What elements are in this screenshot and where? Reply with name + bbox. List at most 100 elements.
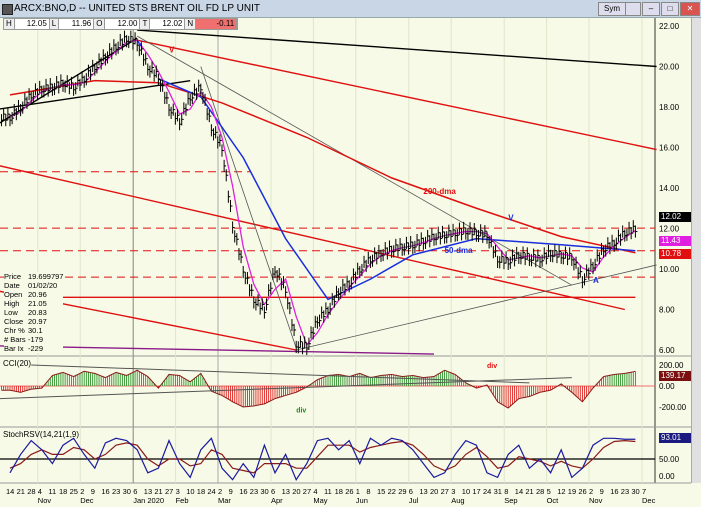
info-value: -179: [28, 335, 44, 344]
trendline: [137, 29, 657, 68]
last-key: T: [140, 19, 151, 29]
info-value: 19.699797: [28, 272, 64, 281]
cursor-info-box: Price 19.699797 Date 01/02/20 Open 20.96 High 2…: [4, 272, 64, 353]
x-tick-label: 2: [80, 487, 84, 496]
x-month-label: Feb: [176, 496, 189, 505]
annotation: V: [137, 39, 143, 48]
info-value: 21.05: [28, 299, 47, 308]
x-tick-label: 21: [154, 487, 162, 496]
info-key: Close: [4, 317, 24, 326]
price-tick-label: 8.00: [659, 306, 675, 315]
cci-last-badge: 139.17: [659, 371, 692, 381]
x-month-label: Nov: [589, 496, 603, 505]
annotation: 50-dma: [445, 246, 474, 255]
info-key: Chr %: [4, 326, 25, 335]
x-tick-label: 19: [568, 487, 576, 496]
x-tick-label: 8: [366, 487, 370, 496]
x-tick-label: 31: [494, 487, 502, 496]
low-key: L: [50, 19, 60, 29]
maximize-button[interactable]: □: [661, 2, 679, 16]
x-tick-label: 14: [515, 487, 523, 496]
x-tick-label: 21: [525, 487, 533, 496]
x-tick-label: 11: [324, 487, 332, 496]
cci-annotation: div: [487, 363, 497, 370]
x-tick-label: 23: [112, 487, 120, 496]
net-key: N: [185, 19, 197, 29]
dma50-line: [158, 77, 636, 301]
net-change-value: -0.11: [196, 19, 238, 29]
x-month-label: Dec: [80, 496, 94, 505]
x-tick-label: 14: [6, 487, 14, 496]
info-key: Low: [4, 308, 18, 317]
info-key: # Bars: [4, 335, 26, 344]
x-month-label: Sep: [504, 496, 517, 505]
annotation: V: [169, 45, 175, 54]
cci-annotation: div: [296, 407, 306, 414]
x-tick-label: 23: [621, 487, 629, 496]
x-month-label: May: [313, 496, 327, 505]
x-tick-label: 26: [578, 487, 586, 496]
x-tick-label: 10: [462, 487, 470, 496]
info-row: High 21.05: [4, 299, 63, 308]
x-tick-label: 20: [430, 487, 438, 496]
x-tick-label: 28: [27, 487, 35, 496]
price-tick-label: 18.00: [659, 103, 680, 112]
info-key: Date: [4, 281, 20, 290]
cci-tick-label: -200.00: [659, 403, 687, 412]
title-bar: ARCX:BNO,D -- UNITED STS BRENT OIL FD LP…: [0, 0, 701, 18]
link-button[interactable]: [625, 2, 641, 16]
x-tick-label: 4: [313, 487, 317, 496]
cci-title: CCI(20): [3, 359, 31, 368]
stoch-last-badge: 93.01: [659, 433, 692, 443]
info-value: 20.83: [28, 308, 47, 317]
x-tick-label: 7: [642, 487, 646, 496]
price-tick-label: 10.00: [659, 265, 680, 274]
x-tick-label: 9: [229, 487, 233, 496]
info-row: Date 01/02/20: [4, 281, 63, 290]
info-key: Price: [4, 272, 22, 281]
x-tick-label: 9: [91, 487, 95, 496]
price-tick-label: 14.00: [659, 184, 680, 193]
x-tick-label: 3: [176, 487, 180, 496]
cci-tick-label: 0.00: [659, 382, 675, 391]
info-row: Price 19.699797: [4, 272, 63, 281]
last-value-badge: 11.43: [659, 236, 692, 246]
window-title: ARCX:BNO,D -- UNITED STS BRENT OIL FD LP…: [14, 3, 260, 14]
vertical-scrollbar[interactable]: [691, 18, 701, 483]
minimize-button[interactable]: –: [642, 2, 660, 16]
x-tick-label: 16: [610, 487, 618, 496]
low-value: 11.96: [59, 19, 95, 29]
info-row: Open 20.96: [4, 290, 63, 299]
open-value: 12.00: [105, 19, 141, 29]
open-key: O: [94, 19, 106, 29]
price-tick-label: 6.00: [659, 346, 675, 355]
trendline: [200, 66, 297, 349]
stoch-slow-line: [9, 439, 636, 474]
info-key: Open: [4, 290, 23, 299]
trendline: [0, 79, 191, 110]
info-value: 30.1: [28, 326, 43, 335]
info-value: 20.96: [28, 290, 47, 299]
x-tick-label: 20: [292, 487, 300, 496]
x-tick-label: 22: [388, 487, 396, 496]
x-month-label: Apr: [271, 496, 283, 505]
ohlc-readout: H 12.05 L 11.96 O 12.00 T 12.02 N -0.11: [3, 18, 239, 30]
high-value: 12.05: [14, 19, 50, 29]
x-tick-label: 10: [186, 487, 194, 496]
x-tick-label: 3: [451, 487, 455, 496]
x-tick-label: 15: [377, 487, 385, 496]
info-key: High: [4, 299, 20, 308]
x-tick-label: 30: [631, 487, 639, 496]
info-value: 01/02/20: [28, 281, 58, 290]
x-tick-label: 11: [48, 487, 56, 496]
x-tick-label: 6: [271, 487, 275, 496]
last-value-badge: 10.78: [659, 249, 692, 259]
cci-line: [1, 369, 636, 409]
stoch-tick-label: 50.00: [659, 455, 680, 464]
close-button[interactable]: ✕: [680, 2, 700, 16]
trendline: [0, 165, 625, 311]
info-row: Chr % 30.1: [4, 326, 63, 335]
x-tick-label: 17: [472, 487, 480, 496]
